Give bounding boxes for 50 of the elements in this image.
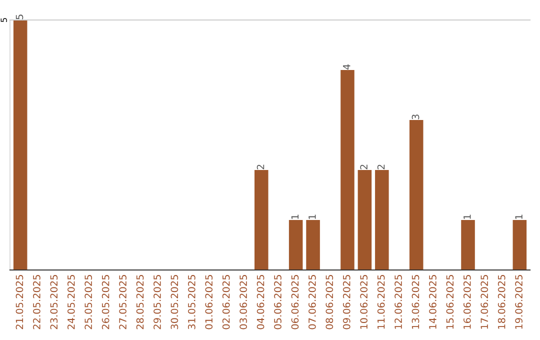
x-tick-label: 28.05.2025 <box>136 275 144 330</box>
x-tick-label: 08.06.2025 <box>326 275 334 330</box>
x-tick-label: 23.05.2025 <box>50 275 58 330</box>
x-tick-label: 19.06.2025 <box>515 275 522 329</box>
x-tick-label: 06.06.2025 <box>291 275 299 330</box>
data-label: 1 <box>308 214 316 219</box>
x-tick-label: 13.06.2025 <box>412 275 420 329</box>
bar <box>461 220 475 270</box>
bar <box>288 220 303 270</box>
x-tick-label: 18.06.2025 <box>498 275 506 329</box>
x-tick-label: 10.06.2025 <box>360 275 368 329</box>
x-tick-label: 26.05.2025 <box>102 275 110 330</box>
bar <box>358 170 372 270</box>
x-tick-label: 01.06.2025 <box>205 275 213 330</box>
x-tick-label: 17.06.2025 <box>480 275 488 329</box>
bar <box>13 20 28 270</box>
data-label: 5 <box>16 14 24 20</box>
x-tick-label: 29.05.2025 <box>154 275 161 330</box>
x-tick-label: 03.06.2025 <box>240 275 247 330</box>
x-tick-label: 21.05.2025 <box>16 275 24 330</box>
data-label: 2 <box>377 164 385 170</box>
x-tick-label: 24.05.2025 <box>67 275 75 330</box>
bar <box>306 220 320 270</box>
data-label: 1 <box>464 214 471 219</box>
data-label: 3 <box>412 114 420 120</box>
x-tick-label: 04.06.2025 <box>256 275 264 330</box>
x-tick-label: 31.05.2025 <box>188 275 196 330</box>
x-tick-label: 05.06.2025 <box>274 275 282 330</box>
x-tick-label: 22.05.2025 <box>33 275 40 330</box>
data-label: 4 <box>343 64 350 70</box>
bar <box>340 70 354 270</box>
x-tick-label: 16.06.2025 <box>463 275 471 329</box>
x-tick-label: 07.06.2025 <box>308 275 316 330</box>
x-tick-label: 14.06.2025 <box>429 275 436 329</box>
x-tick-label: 15.06.2025 <box>446 275 454 329</box>
data-label: 1 <box>291 214 299 219</box>
data-label: 2 <box>360 164 368 170</box>
bar <box>254 170 268 270</box>
x-tick-label: 11.06.2025 <box>377 275 385 329</box>
x-tick-label: 30.05.2025 <box>170 275 178 330</box>
data-label: 2 <box>256 164 264 170</box>
x-tick-label: 02.06.2025 <box>222 275 230 330</box>
x-tick-label: 12.06.2025 <box>394 275 402 329</box>
bar <box>409 120 424 270</box>
data-label: 1 <box>515 214 522 219</box>
bar <box>375 170 389 270</box>
bar <box>512 220 527 270</box>
x-tick-label: 09.06.2025 <box>342 275 350 330</box>
x-tick-label: 27.05.2025 <box>119 275 126 330</box>
x-tick-label: 25.05.2025 <box>84 275 92 330</box>
